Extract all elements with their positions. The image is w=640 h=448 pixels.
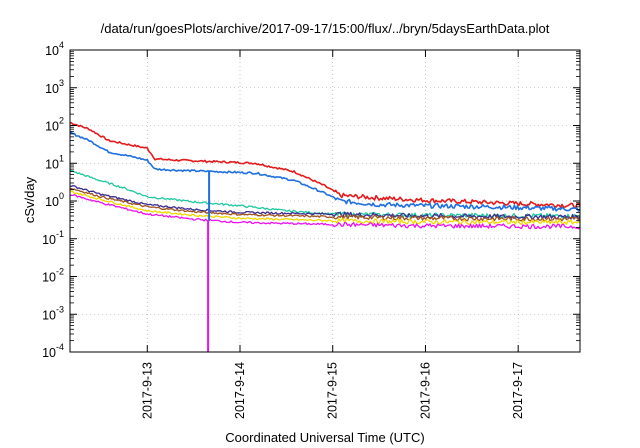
- y-tick-label: 10-1: [42, 229, 64, 247]
- series-line: [69, 131, 581, 212]
- series-line: [69, 187, 581, 222]
- y-tick-label: 100: [45, 191, 64, 209]
- y-axis-label: cSv/day: [22, 176, 37, 223]
- grid-lines: [70, 50, 580, 352]
- x-tick-label: 2017-9-15: [326, 362, 340, 419]
- series-line: [69, 121, 581, 209]
- chart-title: /data/run/goesPlots/archive/2017-09-17/1…: [101, 21, 550, 36]
- x-tick-label: 2017-9-14: [233, 362, 247, 419]
- axis-ticks: 10-4 10-3 10-2 10-1 100 101 102 103 104 2017-9-13…: [42, 40, 580, 419]
- y-tick-label: 104: [45, 40, 64, 58]
- x-tick-label: 2017-9-13: [140, 362, 154, 419]
- x-axis-label: Coordinated Universal Time (UTC): [225, 430, 424, 445]
- series-line: [69, 194, 581, 230]
- series-layer: [69, 121, 581, 352]
- y-tick-label: 101: [45, 153, 64, 171]
- series-line: [69, 190, 581, 226]
- x-tick-label: 2017-9-17: [511, 362, 525, 419]
- y-tick-label: 10-3: [42, 304, 64, 322]
- y-tick-label: 10-4: [42, 342, 64, 360]
- y-tick-label: 102: [45, 116, 64, 134]
- x-tick-label: 2017-9-16: [418, 362, 432, 419]
- y-tick-label: 10-2: [42, 267, 64, 285]
- y-tick-label: 103: [45, 78, 64, 96]
- series-line: [69, 184, 581, 220]
